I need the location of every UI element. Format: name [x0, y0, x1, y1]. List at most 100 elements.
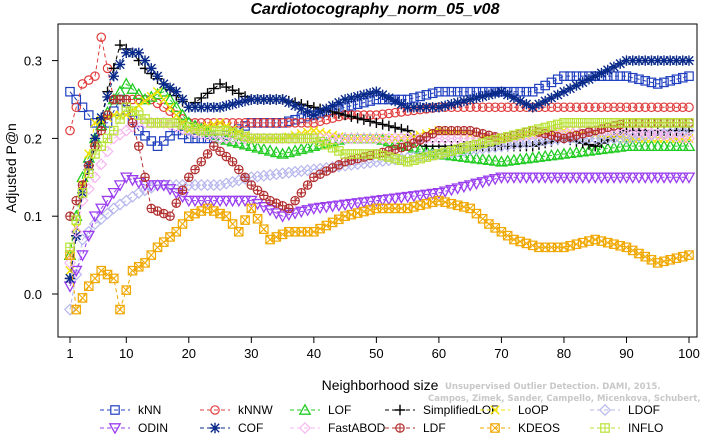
data-point	[132, 186, 145, 199]
series-line	[69, 83, 689, 256]
data-point	[270, 145, 283, 158]
data-point	[364, 116, 376, 127]
data-point	[451, 183, 464, 195]
data-point	[77, 293, 88, 303]
data-point	[402, 156, 413, 167]
data-point	[295, 165, 308, 178]
data-point	[158, 237, 169, 247]
data-point	[77, 188, 88, 198]
series-kdeos	[65, 195, 694, 315]
legend-marker	[210, 405, 220, 415]
data-point	[539, 95, 551, 107]
data-point	[220, 177, 233, 190]
data-point	[427, 102, 438, 113]
data-point	[684, 250, 694, 260]
data-point	[465, 203, 475, 214]
data-point	[552, 74, 563, 85]
data-point	[496, 102, 507, 113]
x-tick-label: 50	[369, 346, 383, 361]
data-point	[290, 118, 300, 128]
legend-marker	[108, 423, 122, 434]
data-point	[183, 121, 194, 132]
data-point	[83, 75, 94, 85]
data-point	[83, 110, 94, 120]
data-point	[207, 195, 221, 208]
data-point	[382, 194, 396, 206]
data-point	[364, 88, 376, 99]
legend-item: SimplifiedLOF	[385, 403, 498, 417]
data-point	[202, 149, 213, 159]
data-point	[459, 142, 469, 153]
data-point	[140, 258, 150, 268]
data-point	[265, 118, 275, 128]
data-point	[663, 172, 677, 184]
data-point	[221, 125, 232, 136]
data-point	[532, 172, 546, 184]
data-point	[209, 206, 219, 216]
data-point	[514, 137, 527, 150]
data-point	[601, 172, 615, 184]
data-point	[557, 172, 571, 184]
data-point	[71, 102, 82, 113]
data-point	[190, 133, 200, 144]
data-point	[546, 121, 557, 131]
data-point	[352, 91, 363, 102]
data-point	[215, 118, 225, 128]
data-point	[333, 108, 345, 119]
data-point	[463, 151, 477, 163]
data-point	[233, 88, 245, 99]
data-point	[221, 81, 232, 93]
data-point	[682, 172, 696, 184]
data-point	[476, 152, 489, 165]
data-point	[640, 55, 651, 66]
data-point	[177, 185, 188, 196]
data-point	[546, 92, 557, 104]
data-point	[234, 164, 244, 175]
data-point	[71, 304, 82, 315]
data-point	[202, 88, 213, 99]
data-point	[140, 172, 150, 183]
data-point	[209, 141, 219, 151]
data-point	[640, 251, 651, 262]
data-point	[295, 206, 308, 219]
data-point	[657, 172, 671, 184]
legend-item: LoOP	[480, 403, 549, 417]
x-tick-label: 20	[182, 346, 196, 361]
data-point	[283, 97, 295, 108]
data-point	[452, 97, 463, 108]
data-point	[89, 133, 101, 144]
data-point	[432, 188, 446, 200]
data-point	[559, 71, 569, 81]
data-point	[571, 80, 582, 91]
data-point	[232, 174, 245, 187]
data-point	[88, 217, 102, 231]
series-line	[69, 52, 689, 279]
data-point	[671, 102, 682, 113]
data-point	[565, 71, 576, 81]
data-point	[551, 172, 564, 184]
data-point	[252, 213, 263, 224]
data-point	[571, 102, 582, 113]
data-point	[246, 180, 257, 190]
data-point	[446, 98, 457, 110]
data-point	[620, 139, 633, 152]
series-line	[69, 37, 689, 131]
data-point	[227, 118, 238, 128]
data-point	[188, 195, 202, 208]
data-point	[458, 95, 470, 107]
data-point	[120, 194, 133, 207]
data-point	[488, 174, 502, 186]
data-point	[584, 102, 594, 113]
data-point	[163, 184, 177, 196]
plot-area	[57, 23, 698, 338]
data-point	[320, 202, 333, 214]
data-point	[389, 122, 401, 133]
data-point	[76, 194, 89, 207]
data-point	[82, 230, 96, 243]
legend-label: LOF	[328, 403, 351, 417]
data-point	[415, 91, 425, 102]
data-point	[621, 71, 632, 81]
data-point	[71, 230, 82, 241]
data-point	[196, 102, 207, 113]
data-point	[90, 273, 100, 284]
